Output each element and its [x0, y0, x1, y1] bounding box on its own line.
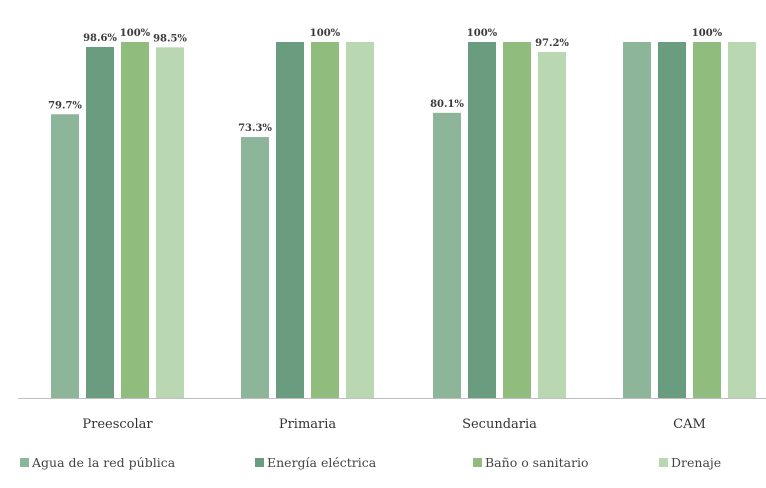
- bar-cam-series-4: [728, 42, 756, 398]
- legend-swatch: [659, 458, 668, 467]
- legend-label: Baño o sanitario: [485, 455, 589, 470]
- bar-primaria-series-4: [346, 42, 374, 398]
- data-label: 98.6%: [83, 33, 117, 44]
- bar-preescolar-series-3: [121, 42, 149, 398]
- legend-label: Drenaje: [671, 455, 721, 470]
- legend-label: Energía eléctrica: [267, 455, 377, 470]
- bar-preescolar-series-2: [86, 46, 114, 398]
- category-label: Primaria: [279, 417, 337, 432]
- bar-cam-series-3: [693, 42, 721, 398]
- bar-secundaria-series-3: [503, 42, 531, 398]
- bar-secundaria-series-1: [433, 112, 461, 399]
- bar-cam-series-2: [658, 42, 686, 398]
- legend-swatch: [20, 458, 29, 467]
- legend-swatch: [473, 458, 482, 467]
- legend-swatch: [255, 458, 264, 467]
- data-label: 97.2%: [535, 38, 569, 49]
- data-label: 80.1%: [430, 99, 464, 110]
- bar-preescolar-series-4: [156, 47, 184, 399]
- data-label: 79.7%: [48, 100, 82, 111]
- category-label: Secundaria: [462, 417, 537, 432]
- bar-cam-series-1: [623, 42, 651, 398]
- bar-secundaria-series-2: [468, 42, 496, 398]
- data-label: 73.3%: [238, 123, 272, 134]
- bar-preescolar-series-1: [51, 114, 79, 398]
- legend: Agua de la red pública Energía eléctrica B…: [20, 455, 721, 470]
- bar-primaria-series-1: [241, 137, 269, 398]
- category-label-group: Preescolar Primaria Secundaria CAM: [82, 417, 705, 432]
- bar-primaria-series-2: [276, 42, 304, 398]
- category-label: CAM: [673, 417, 706, 432]
- category-label: Preescolar: [82, 417, 153, 432]
- bar-primaria-series-3: [311, 42, 339, 398]
- data-label-group: 79.7%98.6% 100% 98.5%73.3%100%80.1%100%97.…: [48, 28, 723, 134]
- data-label: 100%: [310, 28, 341, 39]
- bar-group: [51, 42, 756, 399]
- data-label: 100%: [692, 28, 723, 39]
- legend-label: Agua de la red pública: [31, 455, 176, 470]
- data-label: 100%: [467, 28, 498, 39]
- data-label: 100%: [120, 28, 151, 39]
- bar-secundaria-series-4: [538, 51, 566, 399]
- data-label: 98.5%: [153, 33, 187, 44]
